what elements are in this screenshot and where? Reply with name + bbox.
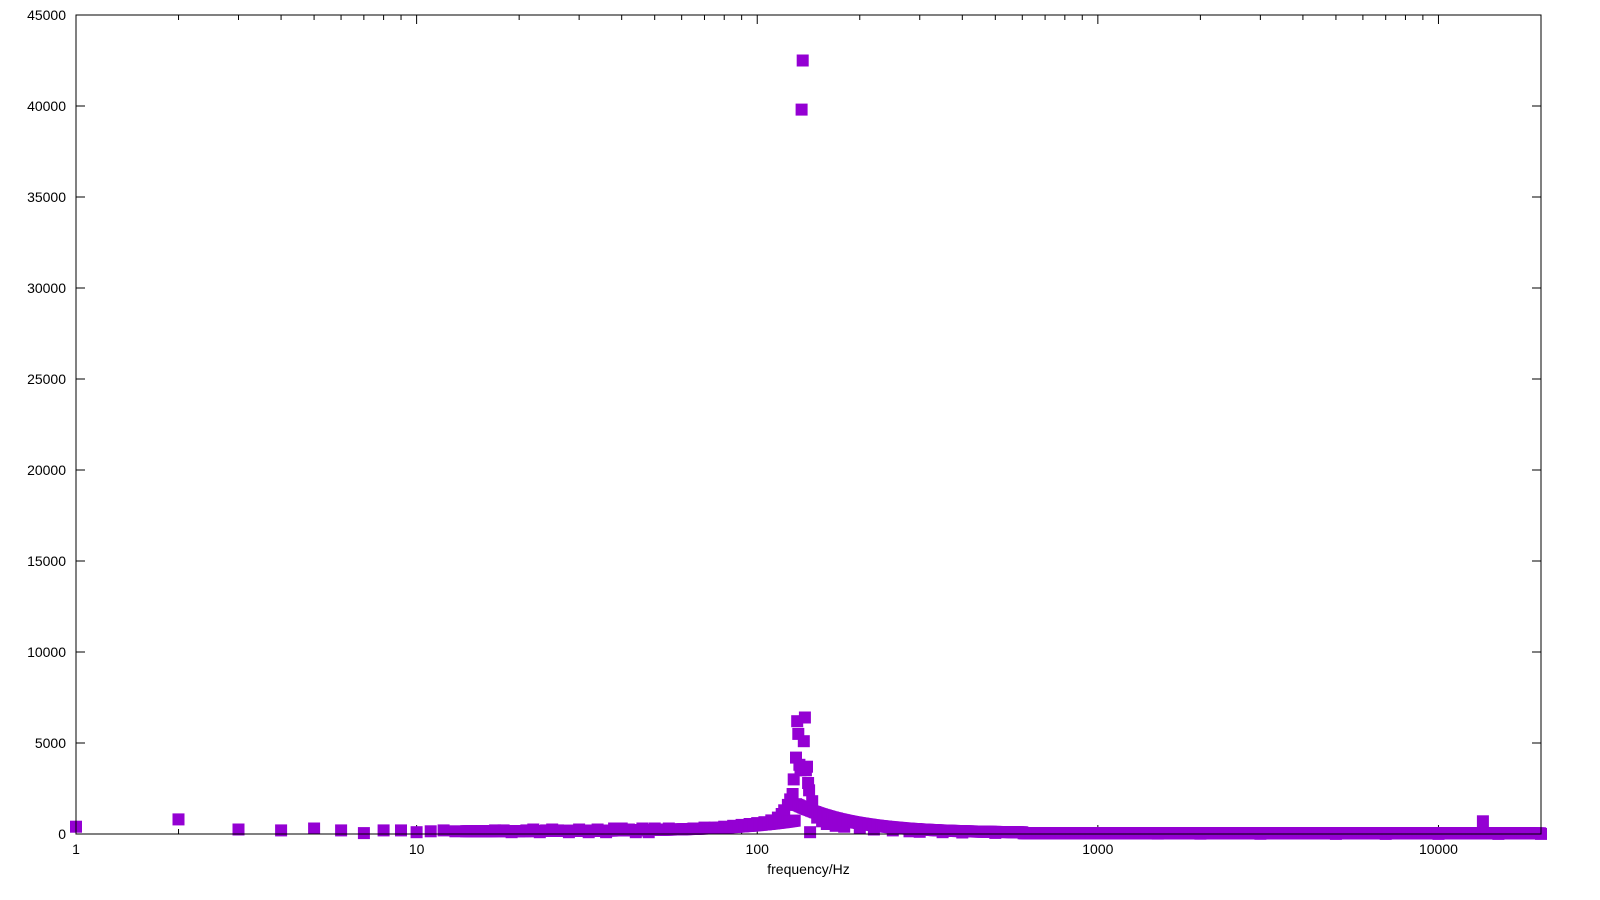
data-point <box>788 814 801 827</box>
y-tick-label: 5000 <box>35 735 66 751</box>
data-point <box>1476 815 1489 828</box>
data-point <box>424 825 437 838</box>
x-tick-label: 1000 <box>1082 841 1113 857</box>
data-point <box>437 824 450 837</box>
x-tick-label: 10 <box>409 841 425 857</box>
data-point <box>803 784 816 797</box>
data-point <box>796 54 809 67</box>
y-tick-label: 35000 <box>27 189 66 205</box>
data-point <box>449 825 462 838</box>
x-tick-label: 10000 <box>1419 841 1458 857</box>
plot-frame <box>75 14 1542 835</box>
data-point <box>786 788 799 800</box>
y-tick-label: 0 <box>58 826 66 842</box>
data-point <box>335 824 348 837</box>
data-point <box>410 826 423 839</box>
data-point <box>357 827 370 840</box>
data-point <box>795 103 808 116</box>
data-points <box>70 54 1547 840</box>
data-point <box>798 711 811 724</box>
data-point <box>275 824 288 837</box>
axis-ticks <box>75 14 1542 835</box>
x-tick-label: 1 <box>72 841 80 857</box>
y-tick-label: 40000 <box>27 98 66 114</box>
data-point <box>787 773 800 786</box>
y-tick-label: 15000 <box>27 553 66 569</box>
data-point <box>1534 827 1546 840</box>
data-point <box>395 824 407 837</box>
y-tick-label: 20000 <box>27 462 66 478</box>
x-tick-label: 100 <box>746 841 770 857</box>
tick-labels: 0 5000 10000 15000 20000 25000 30000 35000 40000… <box>27 7 1458 857</box>
data-point <box>172 813 185 826</box>
data-point <box>804 826 817 839</box>
data-point <box>797 735 810 748</box>
x-axis-label: frequency/Hz <box>767 861 849 877</box>
data-point <box>308 822 321 835</box>
y-tick-label: 25000 <box>27 371 66 387</box>
y-tick-label: 30000 <box>27 280 66 296</box>
y-tick-label: 45000 <box>27 7 66 23</box>
y-tick-label: 10000 <box>27 644 66 660</box>
data-point <box>801 760 813 773</box>
data-point <box>232 823 245 836</box>
data-point <box>377 824 390 837</box>
